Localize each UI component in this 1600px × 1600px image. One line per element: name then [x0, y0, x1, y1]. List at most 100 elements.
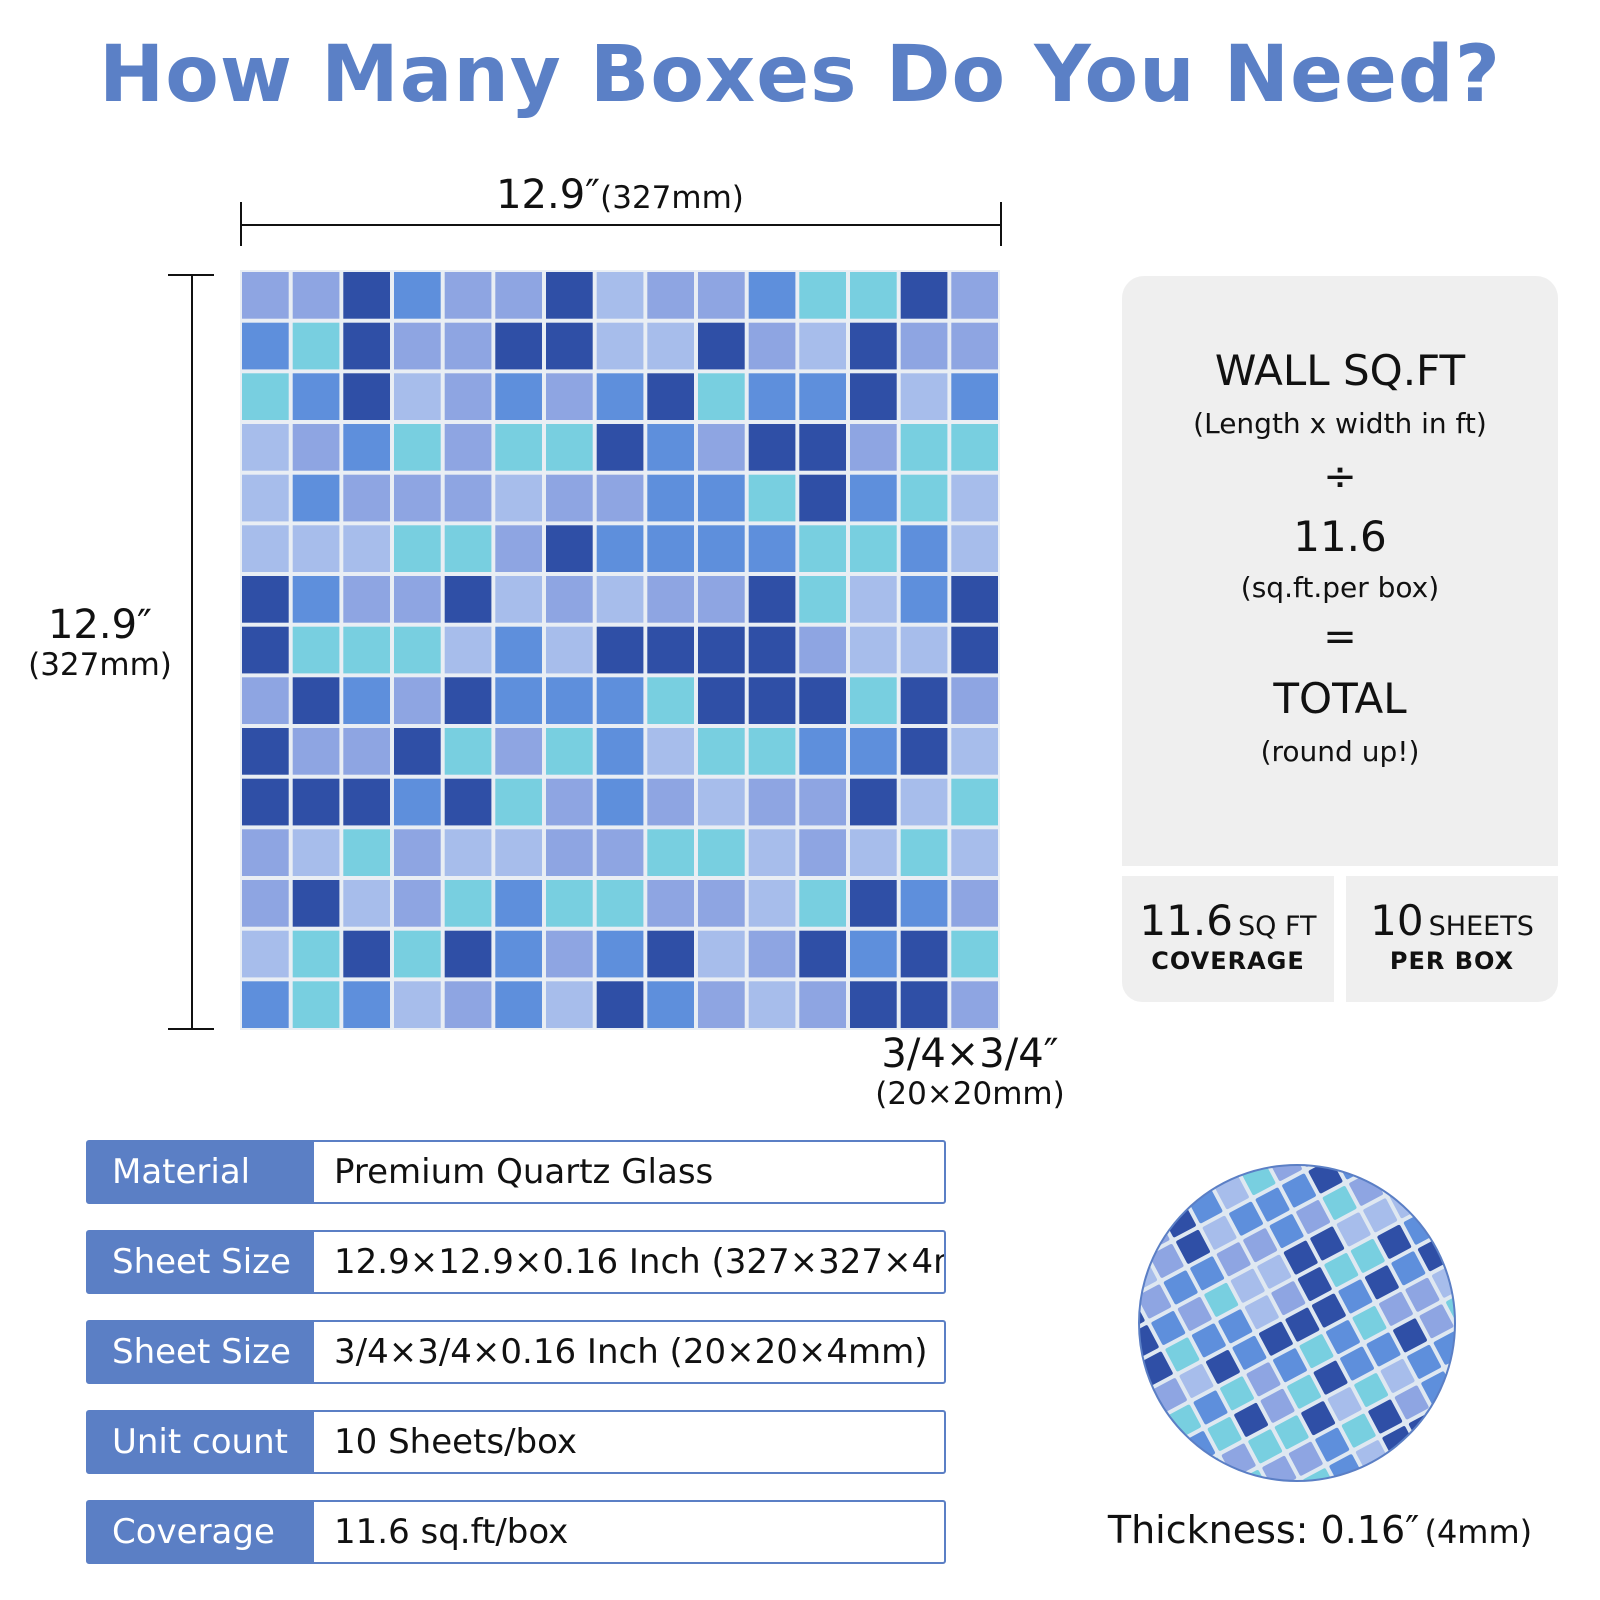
closeup-tile [1276, 1482, 1311, 1484]
mosaic-tile [495, 424, 542, 471]
mosaic-tile [900, 525, 948, 572]
mosaic-tile [698, 677, 745, 724]
closeup-tile [1377, 1224, 1412, 1259]
mosaic-tile [546, 525, 593, 572]
mosaic-tile [951, 525, 998, 572]
mosaic-tile [647, 474, 694, 522]
mosaic-tile [748, 677, 796, 724]
mosaic-tile [850, 677, 897, 724]
mosaic-tile [495, 272, 542, 319]
mosaic-tile [242, 778, 289, 826]
width-main: 12.9″ [496, 172, 601, 218]
closeup-tile [1430, 1196, 1455, 1231]
mosaic-tile [799, 930, 846, 978]
mosaic-tile [343, 373, 390, 420]
mosaic-sheet-image [240, 270, 1000, 1030]
tile-sub: (20×20mm) [875, 1075, 1065, 1112]
mosaic-tile [444, 677, 492, 724]
mosaic-tile [546, 829, 593, 876]
thickness-main: Thickness: 0.16″ [1107, 1508, 1420, 1552]
mosaic-tile [951, 576, 998, 623]
mosaic-tile [292, 677, 340, 724]
closeup-tile [1437, 1465, 1455, 1481]
closeup-tile [1216, 1242, 1251, 1277]
closeup-tile [1139, 1459, 1163, 1481]
closeup-tile [1312, 1293, 1346, 1328]
closeup-tile [1428, 1162, 1458, 1164]
closeup-tile [1352, 1306, 1387, 1340]
closeup-tile [1218, 1309, 1253, 1344]
mosaic-tile [951, 322, 998, 370]
mosaic-tile [647, 373, 694, 420]
spec-value: 3/4×3/4×0.16 Inch (20×20×4mm) [334, 1332, 928, 1372]
mosaic-tile [748, 576, 796, 623]
mosaic-tile [799, 272, 846, 319]
mosaic-tile [596, 576, 644, 623]
closeup-tile [1442, 1165, 1455, 1190]
closeup-tile [1433, 1330, 1455, 1365]
closeup-tile [1257, 1254, 1292, 1289]
closeup-tile [1322, 1186, 1357, 1220]
mosaic-tile [850, 930, 897, 978]
formula-card: WALL SQ.FT (Length x width in ft) ÷ 11.6… [1122, 276, 1558, 866]
mosaic-tile [799, 474, 846, 522]
mosaic-tile [850, 373, 897, 420]
closeup-tile [1268, 1165, 1302, 1181]
mosaic-tile [242, 930, 289, 978]
mosaic-tile [444, 322, 492, 370]
closeup-tile [1393, 1318, 1427, 1353]
closeup-tile [1139, 1231, 1143, 1266]
mosaic-tile [799, 728, 846, 775]
mosaic-tile [647, 981, 694, 1028]
mosaic-tile [799, 829, 846, 876]
closeup-tile [1301, 1401, 1336, 1436]
mosaic-tile [951, 626, 998, 674]
mosaic-tile [394, 626, 441, 674]
tile-dim-label: 3/4×3/4″ (20×20mm) [860, 1032, 1080, 1112]
closeup-tile [1380, 1359, 1415, 1393]
mosaic-tile [343, 525, 390, 572]
closeup-tile [1297, 1267, 1332, 1301]
mosaic-tile [444, 373, 492, 420]
mosaic-tile [850, 322, 897, 370]
mosaic-tile [698, 424, 745, 471]
closeup-tile [1139, 1191, 1156, 1225]
closeup-tile [1260, 1388, 1295, 1423]
mosaic-tile [343, 930, 390, 978]
mosaic-tile [698, 930, 745, 978]
closeup-tile [1139, 1325, 1159, 1359]
closeup-tile [1262, 1455, 1297, 1481]
closeup-tile [1407, 1344, 1442, 1379]
mosaic-tile [647, 829, 694, 876]
mosaic-tile [343, 424, 390, 471]
mosaic-tile [698, 576, 745, 623]
spec-value: 11.6 sq.ft/box [334, 1512, 569, 1552]
mosaic-tile [242, 728, 289, 775]
mosaic-tile [242, 626, 289, 674]
spec-label: Sheet Size [88, 1232, 314, 1292]
stat-sheets-per-box: 10 SHEETS PER BOX [1346, 876, 1558, 1002]
mosaic-tile [596, 424, 644, 471]
closeup-tile [1326, 1320, 1360, 1354]
closeup-tile [1341, 1413, 1376, 1448]
mosaic-tile [343, 272, 390, 319]
spec-value: Premium Quartz Glass [334, 1152, 714, 1192]
mosaic-tile [444, 930, 492, 978]
closeup-tile [1288, 1441, 1323, 1476]
mosaic-tile [546, 880, 593, 927]
formula-wall-sqft: WALL SQ.FT [1214, 346, 1466, 395]
closeup-tile [1204, 1282, 1239, 1317]
mosaic-tile [242, 424, 289, 471]
mosaic-tile [394, 525, 441, 572]
mosaic-tile [546, 728, 593, 775]
mosaic-tile [698, 322, 745, 370]
coverage-number: 11.6 [1139, 896, 1233, 945]
formula-total: TOTAL [1273, 674, 1407, 723]
mosaic-tile [596, 525, 644, 572]
spec-row-coverage: Coverage 11.6 sq.ft/box [86, 1500, 946, 1564]
mosaic-tile [596, 626, 644, 674]
mosaic-tile [647, 525, 694, 572]
closeup-tile [1282, 1173, 1316, 1208]
thickness-sub: (4mm) [1424, 1513, 1533, 1551]
mosaic-tile [799, 626, 846, 674]
